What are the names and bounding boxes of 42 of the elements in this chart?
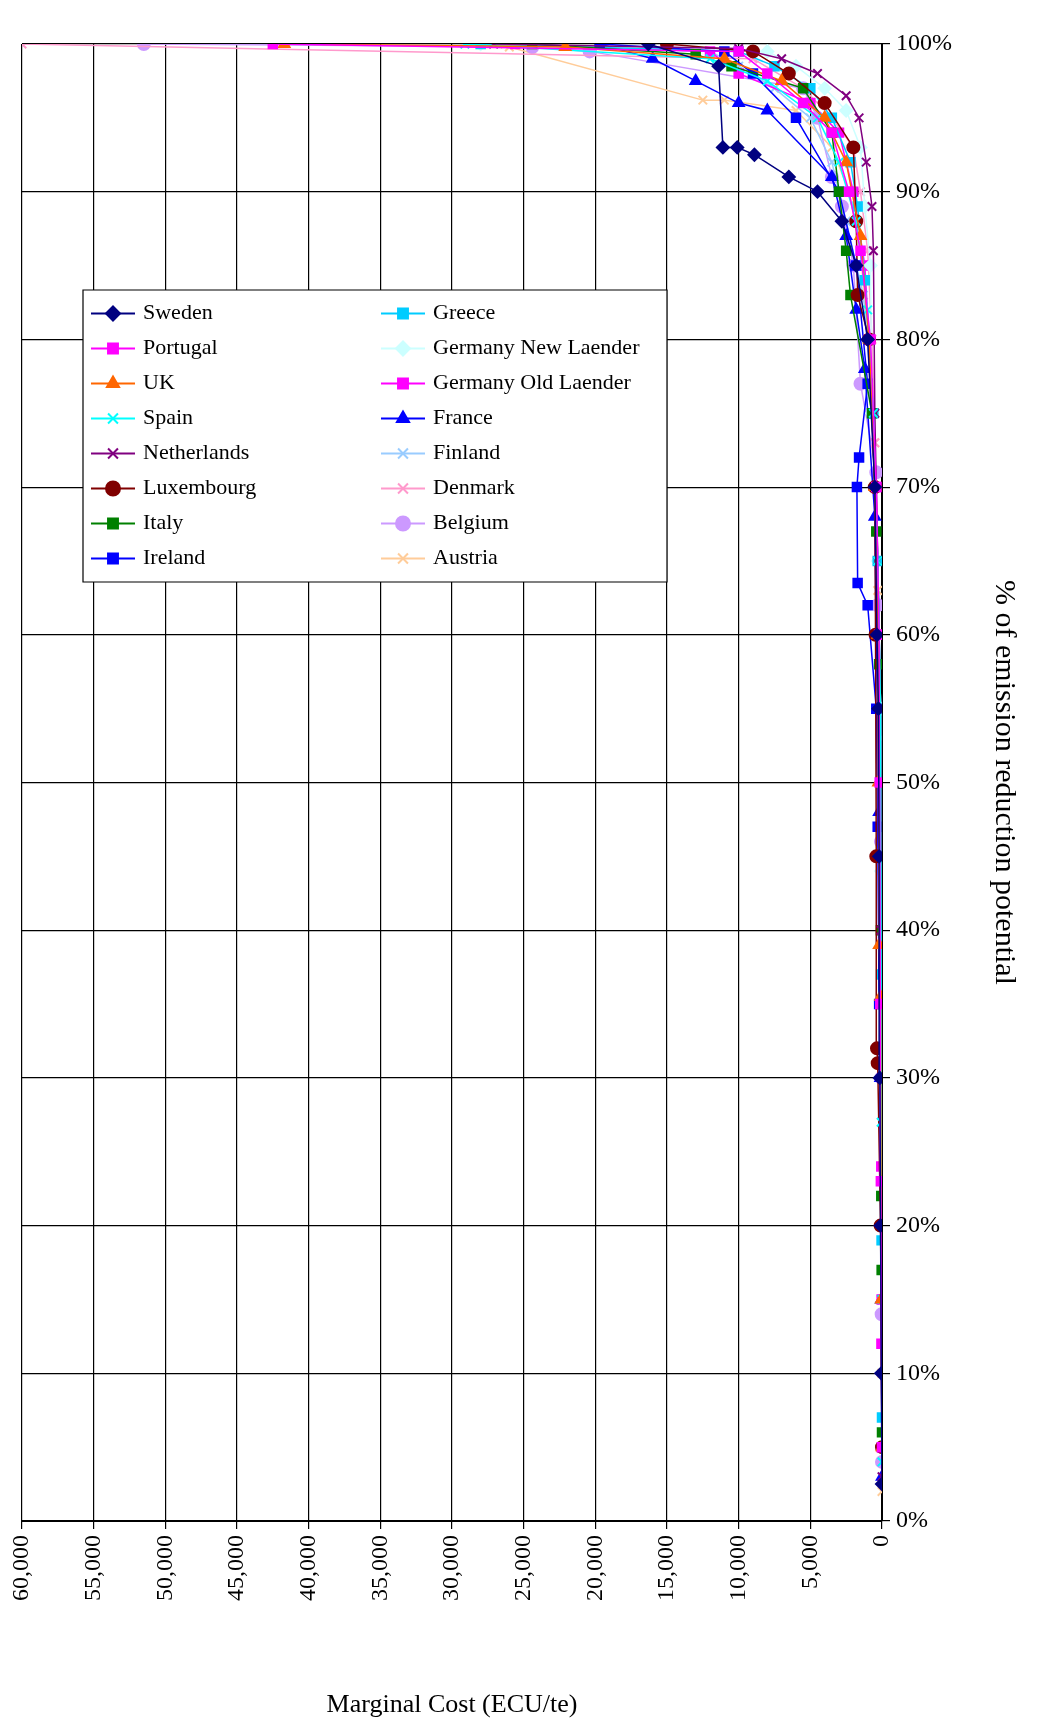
y-tick-label: 70% (896, 472, 940, 499)
legend-label: Belgium (433, 509, 509, 535)
legend-label: Greece (433, 299, 496, 325)
x-tick-label: 40,000 (293, 1535, 320, 1601)
legend-label: Finland (433, 439, 501, 465)
x-tick-label: 25,000 (508, 1535, 535, 1601)
y-tick-label: 90% (896, 177, 940, 203)
legend-label: Sweden (143, 299, 213, 325)
x-tick-label: 60,000 (7, 1535, 34, 1601)
y-axis-title: % of emission reduction potential (990, 580, 1024, 985)
y-tick-label: 10% (896, 1358, 940, 1385)
y-tick-label: 30% (896, 1063, 940, 1090)
x-tick-label: 50,000 (150, 1535, 177, 1601)
x-tick-label: 30,000 (437, 1535, 464, 1601)
legend-label: Ireland (143, 544, 206, 570)
legend-label: Germany New Laender (433, 334, 641, 360)
x-axis-title: Marginal Cost (ECU/te) (326, 1689, 578, 1719)
x-tick-label: 35,000 (365, 1535, 392, 1601)
y-tick-label: 60% (896, 620, 940, 647)
y-tick-label: 40% (896, 915, 940, 942)
legend-label: UK (143, 369, 175, 395)
x-tick-label: 10,000 (723, 1535, 750, 1601)
y-tick-label: 0% (896, 1506, 928, 1533)
legend-label: Germany Old Laender (433, 369, 632, 395)
legend-label: Portugal (143, 334, 218, 360)
x-tick-label: 5,000 (795, 1535, 822, 1589)
y-tick-label: 50% (896, 767, 940, 794)
legend-label: Denmark (433, 474, 515, 500)
legend-label: France (433, 404, 493, 430)
x-tick-label: 45,000 (222, 1535, 249, 1601)
y-tick-label: 80% (896, 324, 940, 351)
x-tick-label: 15,000 (652, 1535, 679, 1601)
x-tick-label: 0 (867, 1535, 894, 1547)
legend-label: Italy (143, 509, 184, 535)
y-tick-label: 100% (896, 29, 952, 56)
x-tick-label: 20,000 (580, 1535, 607, 1601)
y-tick-label: 20% (896, 1210, 940, 1237)
legend-label: Austria (433, 544, 498, 570)
x-tick-label: 55,000 (78, 1535, 105, 1601)
legend-label: Spain (143, 404, 194, 430)
legend-label: Netherlands (143, 439, 250, 465)
legend-label: Luxembourg (143, 474, 257, 500)
